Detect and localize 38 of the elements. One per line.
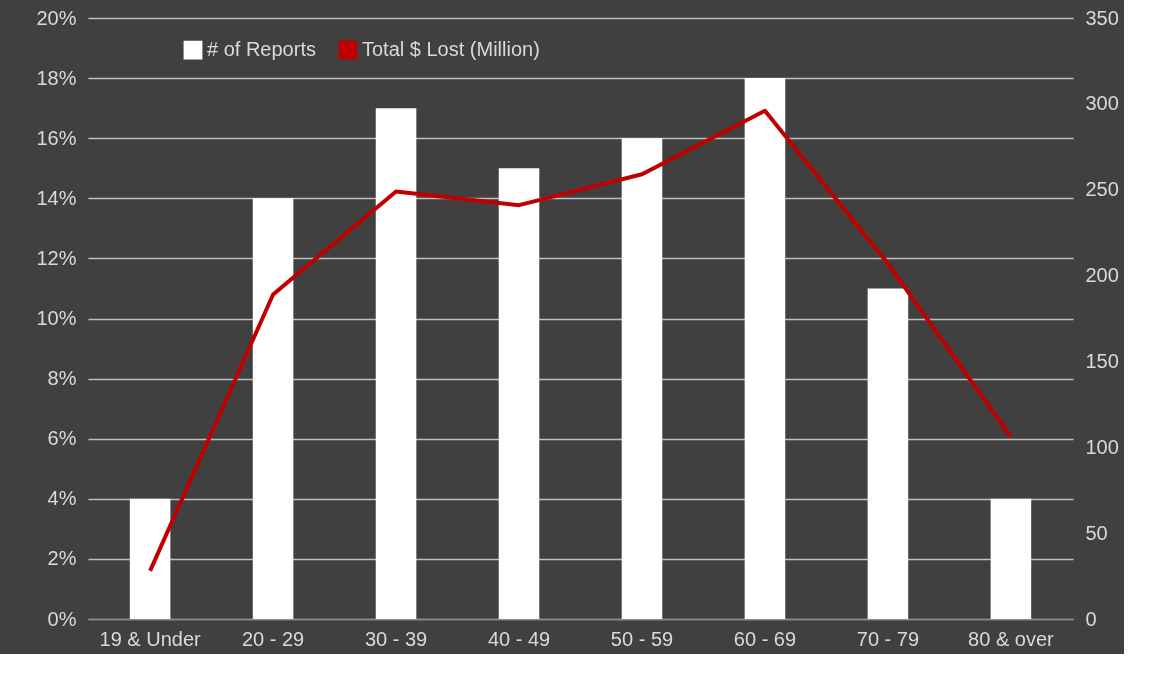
x-tick-label: 70 - 79 [856,627,920,650]
x-tick-label: 20 - 29 [241,627,305,650]
y-tick-label: 14% [36,186,77,209]
y2-tick-label: 0 [1085,607,1097,630]
legend-label: Total $ Lost (Million) [362,38,540,61]
bar [375,108,417,619]
bar [990,498,1032,619]
x-tick-label: 80 & over [968,627,1055,650]
line-series [148,108,1013,573]
x-tick-label: 40 - 49 [487,627,551,650]
y2-tick-label: 250 [1085,178,1119,201]
y2-tick-label: 50 [1085,521,1108,544]
bar [744,78,786,619]
bar [867,288,909,619]
y-tick-label: 4% [47,487,77,510]
bar [129,498,171,619]
y-tick-label: 8% [47,367,77,390]
x-tick-label: 60 - 69 [733,627,797,650]
bar [621,138,663,619]
y-tick-label: 16% [36,126,77,149]
y2-tick-label: 100 [1085,435,1119,458]
x-tick-label: 19 & Under [99,627,202,650]
y2-tick-label: 150 [1085,349,1119,372]
y-tick-label: 18% [36,66,77,89]
y-tick-label: 10% [36,307,77,329]
x-tick-label: 50 - 59 [610,627,674,650]
legend-label: # of Reports [207,38,316,61]
y2-tick-label: 350 [1085,6,1119,29]
y-tick-label: 12% [36,246,77,269]
y2-tick-label: 200 [1085,264,1119,287]
x-tick-label: 30 - 39 [364,627,428,650]
y2-tick-label: 300 [1085,92,1119,115]
y-tick-label: 2% [47,547,77,570]
bar [498,168,540,619]
y-tick-label: 0% [47,607,77,630]
y-tick-label: 20% [36,6,77,29]
y-tick-label: 6% [47,427,77,450]
bar [252,198,294,619]
